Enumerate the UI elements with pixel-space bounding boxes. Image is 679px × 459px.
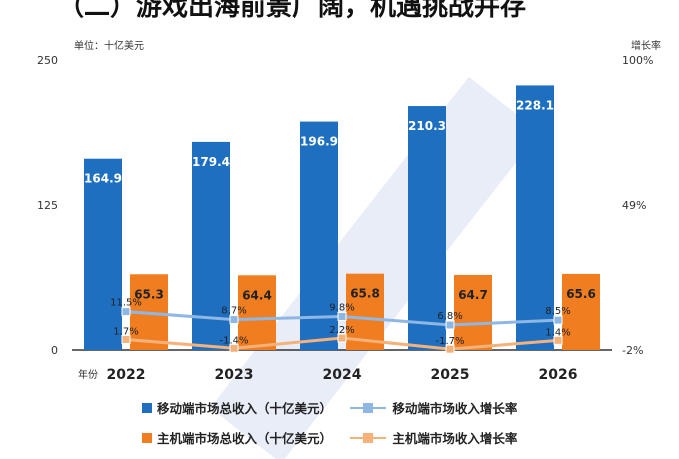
legend-console-growth: 主机端市场收入增长率 [350,428,517,447]
console-growth-label: 2.2% [329,325,354,336]
bar-mobile-revenue [516,85,554,351]
console-growth-marker [445,344,455,354]
console-growth-marker [553,335,563,345]
legend-mobile-revenue: 移动端市场总收入（十亿美元） [142,398,332,417]
bar-label-console: 65.3 [134,287,164,301]
right-axis-unit: 增长率 [631,41,661,52]
legend-swatch-console [142,432,152,443]
x-tick-label: 2022 [107,367,146,383]
console-growth-marker [121,334,131,344]
legend-swatch-mobile [142,402,152,413]
bar-mobile-revenue [192,141,230,350]
section-heading: （二）游戏出海前景广阔，机遇挑战并存 [58,0,527,22]
mobile-growth-marker [229,315,239,325]
console-growth-label: -1.7% [435,336,464,347]
legend-label-console-revenue: 主机端市场总收入（十亿美元） [157,431,333,446]
bar-mobile-revenue [300,121,338,350]
mobile-growth-marker [121,307,131,317]
mobile-growth-label: 8.7% [221,306,246,317]
bar-label-mobile: 210.3 [408,119,446,133]
legend-label-console-growth: 主机端市场收入增长率 [392,431,518,446]
bar-console-revenue [346,273,384,350]
legend-line-mobile [350,402,387,413]
console-growth-label: 1.7% [113,326,138,337]
bar-console-revenue [454,274,492,350]
y-right-tick-label: -2% [622,344,643,357]
bar-label-mobile: 228.1 [516,98,554,112]
legend-label-mobile-growth: 移动端市场收入增长率 [392,401,518,416]
bar-label-console: 64.7 [458,288,488,302]
mobile-growth-label: 8.5% [545,306,570,317]
mobile-growth-label: 6.8% [437,311,462,322]
mobile-growth-marker [337,311,347,321]
x-tick-label: 2026 [539,367,578,383]
y-left-tick-label: 0 [51,344,58,357]
mobile-growth-label: 9.8% [329,302,354,313]
bar-console-revenue [562,273,600,350]
x-axis-title: 年份 [78,368,98,381]
legend-line-console [350,432,387,443]
bar-mobile-revenue [84,158,122,350]
x-tick-label: 2025 [431,367,470,383]
mobile-growth-marker [553,315,563,325]
bar-label-console: 65.6 [566,287,596,301]
y-right-tick-label: 49% [622,199,646,212]
y-left-tick-label: 250 [37,54,58,67]
bar-label-mobile: 196.9 [300,135,338,149]
console-growth-marker [229,343,239,353]
bar-mobile-revenue [408,106,446,350]
bar-label-mobile: 179.4 [192,155,230,169]
mobile-growth-marker [445,320,455,330]
bar-console-revenue [238,275,276,350]
legend-console-revenue: 主机端市场总收入（十亿美元） [142,428,332,447]
legend-label-mobile-revenue: 移动端市场总收入（十亿美元） [157,401,333,416]
legend-row-2: 主机端市场总收入（十亿美元） 主机端市场收入增长率 [142,428,517,447]
console-growth-label: 1.4% [545,327,570,338]
x-tick-label: 2023 [215,367,254,383]
y-left-tick-label: 125 [37,199,58,212]
bar-label-console: 64.4 [242,288,272,302]
bar-label-mobile: 164.9 [84,172,122,186]
bar-label-console: 65.8 [350,287,380,301]
x-tick-label: 2024 [323,367,362,383]
left-axis-unit: 单位：十亿美元 [74,41,144,52]
console-growth-label: -1.4% [219,335,248,346]
y-right-tick-label: 100% [622,54,653,67]
console-growth-marker [337,333,347,343]
legend-mobile-growth: 移动端市场收入增长率 [350,398,517,417]
mobile-growth-label: 11.5% [110,298,142,309]
legend-row-1: 移动端市场总收入（十亿美元） 移动端市场收入增长率 [142,398,517,417]
